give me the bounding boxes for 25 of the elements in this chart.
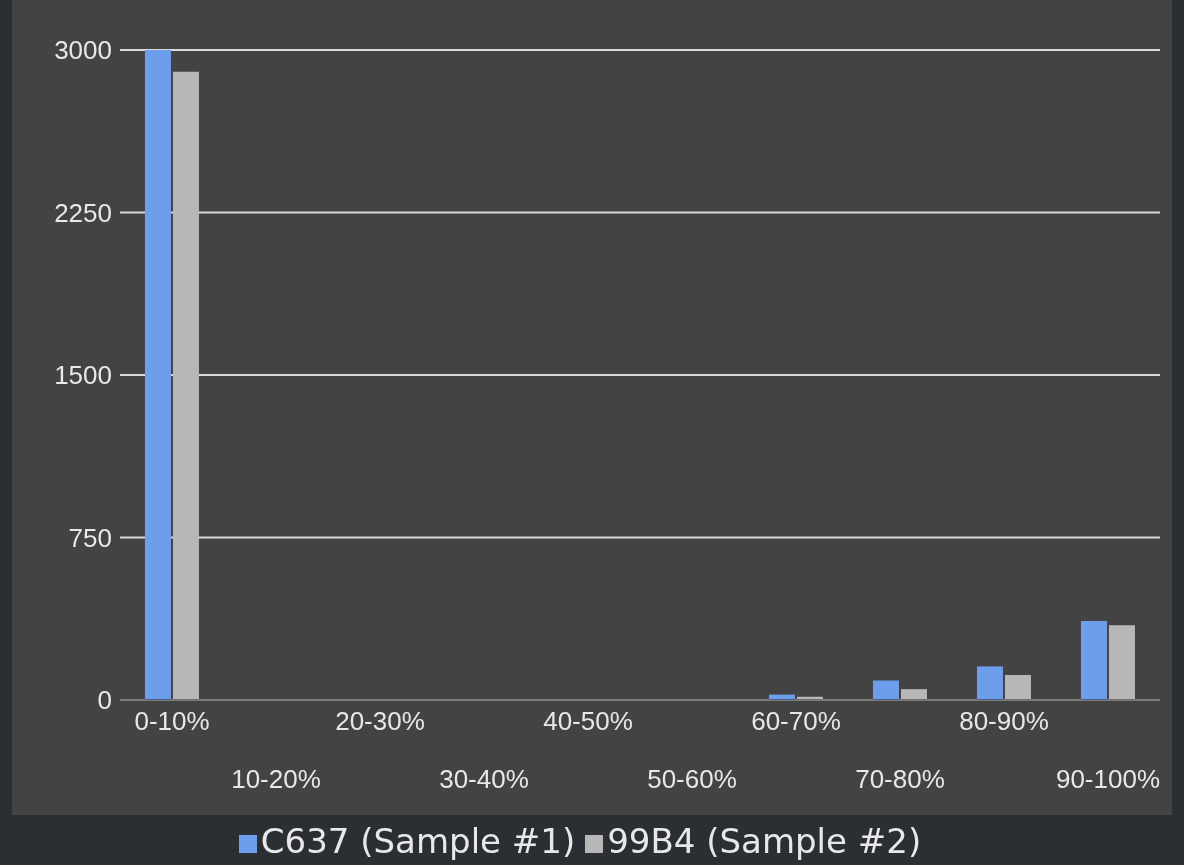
legend-label: 99B4 (Sample #2) <box>607 821 922 861</box>
bar <box>172 71 199 700</box>
x-tick-label: 40-50% <box>543 706 633 736</box>
x-tick-label: 60-70% <box>751 706 841 736</box>
bar <box>872 680 899 700</box>
x-tick-label: 70-80% <box>855 764 945 794</box>
y-tick-label: 2250 <box>54 197 112 228</box>
legend-label: C637 (Sample #1) <box>260 821 576 861</box>
y-tick-label: 1500 <box>54 360 112 391</box>
x-tick-label: 90-100% <box>1055 764 1161 794</box>
x-tick-label: 20-30% <box>335 706 425 736</box>
y-tick-label: 3000 <box>54 35 112 66</box>
bar <box>1004 675 1031 700</box>
x-tick-label: 30-40% <box>439 764 529 794</box>
bar <box>1080 620 1107 700</box>
y-tick-label: 0 <box>97 685 112 716</box>
x-tick-label: 10-20% <box>231 764 321 794</box>
bar <box>144 50 171 700</box>
bar <box>900 689 927 700</box>
x-tick-label: 50-60% <box>647 764 737 794</box>
bar <box>1108 625 1135 700</box>
y-tick-label: 750 <box>68 522 112 553</box>
x-tick-label: 80-90% <box>959 706 1049 736</box>
x-tick-label: 0-10% <box>134 706 210 736</box>
bar <box>976 666 1003 700</box>
